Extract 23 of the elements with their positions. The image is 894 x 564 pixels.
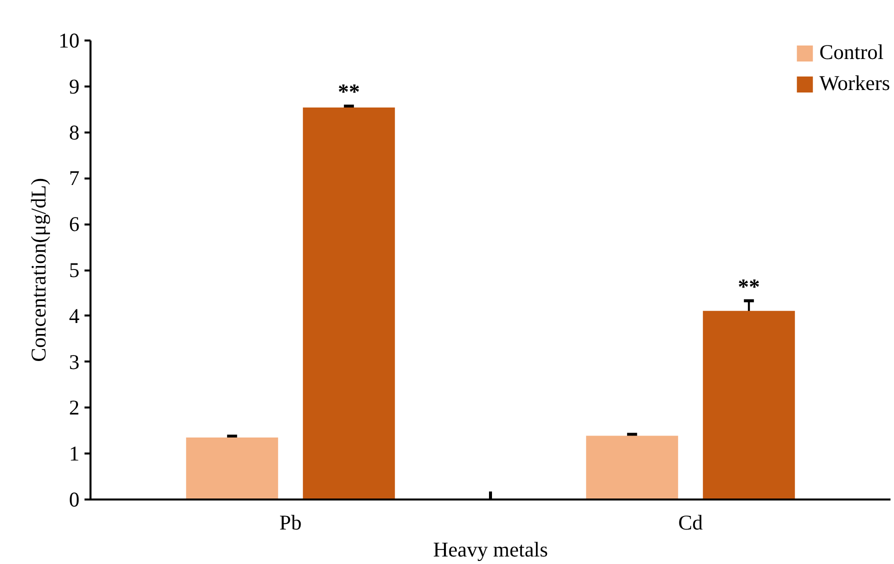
legend-label: Control (819, 40, 884, 65)
y-tick-label: 7 (69, 166, 80, 190)
y-tick-label: 6 (69, 212, 80, 236)
y-tick-label: 10 (58, 28, 80, 52)
y-tick-label: 1 (69, 442, 80, 466)
x-tick-label: Pb (279, 510, 302, 534)
annotation: ** (338, 79, 360, 104)
y-tick-label: 8 (69, 120, 80, 144)
x-axis-title: Heavy metals (433, 538, 548, 562)
x-tick-label: Cd (678, 510, 704, 534)
bar (186, 438, 278, 500)
bar (586, 436, 678, 500)
y-tick-label: 5 (69, 258, 80, 282)
y-tick-label: 9 (69, 74, 80, 98)
y-tick-label: 4 (69, 304, 80, 328)
y-tick-label: 3 (69, 350, 80, 374)
y-tick-label: 2 (69, 396, 80, 420)
annotation: ** (738, 274, 760, 299)
bar (302, 108, 395, 500)
bar (702, 310, 795, 500)
y-tick-label: 0 (69, 488, 80, 512)
legend-label: Workers (819, 71, 890, 96)
y-axis-title: Concentration(μg/dL) (26, 178, 50, 362)
